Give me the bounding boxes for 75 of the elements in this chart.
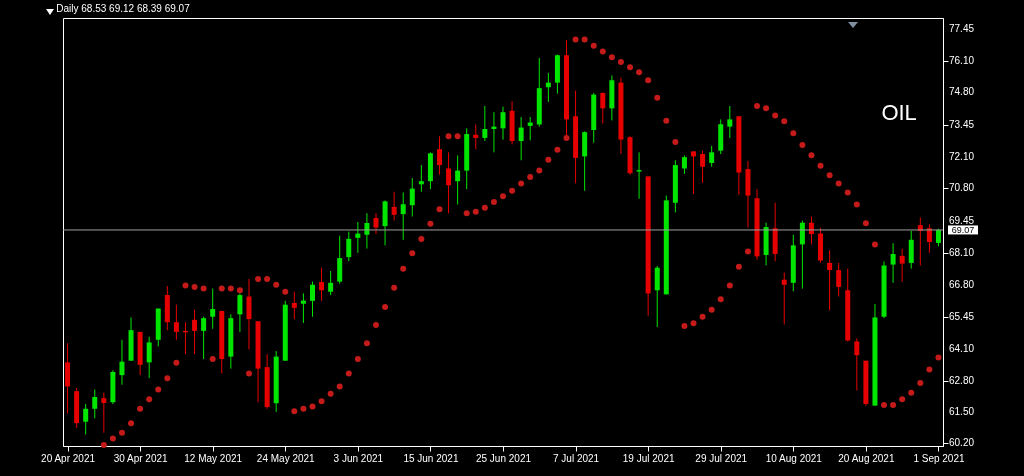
candlestick	[83, 403, 89, 435]
candlestick	[192, 309, 198, 355]
chart-title: Daily 68.53 69.12 68.39 69.07	[56, 3, 191, 14]
candlestick	[473, 123, 479, 150]
candlestick	[890, 242, 896, 284]
y-tick-label: 70.80	[949, 182, 975, 194]
candlestick	[210, 288, 216, 330]
y-tick-label: 65.45	[949, 310, 975, 322]
candlestick	[836, 262, 842, 298]
candlestick	[146, 336, 152, 379]
x-tick-label: 25 Jun 2021	[475, 452, 532, 464]
candlestick	[455, 154, 461, 205]
y-tick-label: 72.10	[949, 151, 975, 163]
y-tick-label: 76.10	[949, 55, 975, 67]
candlestick	[391, 191, 397, 222]
candlestick	[319, 267, 325, 302]
candlestick	[409, 177, 415, 217]
candlestick	[436, 135, 442, 176]
ref-line-label: 69.07	[951, 224, 975, 235]
annotation: OIL	[881, 100, 917, 125]
candlestick	[709, 145, 715, 168]
candlestick	[300, 292, 306, 324]
y-tick-label: 61.50	[949, 405, 975, 417]
y-tick-label: 60.20	[949, 437, 975, 449]
candlestick	[854, 337, 860, 391]
candlestick	[291, 291, 297, 320]
x-tick-label: 15 Jun 2021	[403, 452, 459, 464]
candlestick	[482, 105, 488, 142]
candlestick	[908, 230, 914, 270]
y-tick-label: 68.10	[949, 247, 975, 259]
y-tick-label: 66.80	[949, 278, 975, 290]
x-tick-label: 19 Jul 2021	[622, 452, 675, 464]
candlestick	[201, 316, 207, 360]
x-tick-label: 30 Apr 2021	[113, 452, 169, 464]
candlestick	[727, 105, 733, 139]
candlestick	[636, 151, 642, 200]
candlestick	[700, 150, 706, 184]
candlestick	[337, 235, 343, 285]
candlestick	[355, 221, 361, 254]
x-tick-label: 20 Aug 2021	[838, 452, 895, 464]
y-tick-label: 62.80	[949, 374, 975, 386]
y-tick-label: 74.80	[949, 86, 975, 98]
candlestick	[101, 392, 107, 434]
candlestick	[309, 281, 315, 318]
candlestick	[346, 231, 352, 262]
candlestick	[691, 150, 697, 195]
candlestick	[119, 339, 125, 386]
candlestick	[654, 265, 660, 328]
x-tick-label: 1 Sep 2021	[913, 452, 965, 464]
candlestick	[373, 212, 379, 235]
candlestick	[246, 278, 252, 350]
candlestick	[681, 154, 687, 175]
candlestick	[173, 304, 179, 341]
candlestick	[781, 271, 787, 325]
x-tick-label: 29 Jul 2021	[695, 452, 748, 464]
y-tick-label: 69.45	[949, 214, 975, 226]
x-tick-label: 10 Aug 2021	[765, 452, 823, 464]
candlestick	[500, 106, 506, 141]
candlestick	[827, 249, 833, 311]
x-tick-label: 20 Apr 2021	[41, 452, 96, 464]
candlestick	[418, 164, 424, 193]
candlestick	[446, 151, 452, 214]
candlestick	[518, 116, 524, 161]
candlestick	[899, 248, 905, 283]
x-tick-label: 3 Jun 2021	[333, 452, 384, 464]
candlestick	[328, 270, 334, 296]
y-tick-label: 64.10	[949, 343, 975, 355]
y-tick-label: 77.45	[949, 22, 975, 34]
x-tick-label: 7 Jul 2021	[553, 452, 600, 464]
y-tick-label: 73.45	[949, 118, 975, 130]
candlestick	[600, 91, 606, 124]
x-tick-label: 24 May 2021	[256, 452, 316, 464]
x-tick-label: 12 May 2021	[184, 452, 243, 464]
candlestick	[92, 389, 98, 419]
candlestick	[400, 191, 406, 241]
